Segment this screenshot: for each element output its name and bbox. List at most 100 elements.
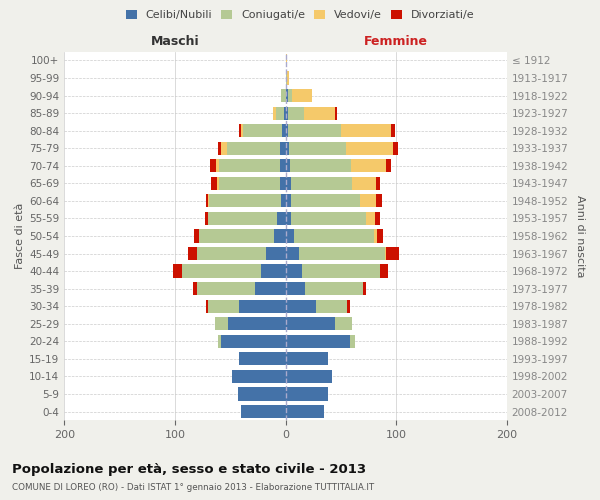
Bar [292,89,312,102]
Bar [227,142,280,155]
Bar [302,264,380,278]
Bar [335,106,337,120]
Bar [280,142,286,155]
Bar [287,72,289,85]
Bar [281,89,286,102]
Bar [286,106,288,120]
Bar [238,388,286,400]
Bar [239,124,241,137]
Bar [299,247,385,260]
Bar [291,212,366,225]
Bar [282,124,286,137]
Bar [376,176,380,190]
Bar [182,264,261,278]
Bar [286,247,299,260]
Bar [208,194,209,207]
Bar [239,300,286,313]
Bar [385,247,386,260]
Bar [286,176,291,190]
Bar [286,142,289,155]
Bar [286,370,332,383]
Bar [291,176,352,190]
Text: COMUNE DI LOREO (RO) - Dati ISTAT 1° gennaio 2013 - Elaborazione TUTTITALIA.IT: COMUNE DI LOREO (RO) - Dati ISTAT 1° gen… [12,484,374,492]
Bar [286,54,287,67]
Bar [393,142,398,155]
Bar [290,159,351,172]
Bar [305,282,363,295]
Bar [286,317,335,330]
Y-axis label: Fasce di età: Fasce di età [15,203,25,269]
Bar [219,159,280,172]
Bar [205,212,208,225]
Bar [366,212,375,225]
Text: Femmine: Femmine [364,35,428,48]
Bar [197,247,266,260]
Bar [210,159,216,172]
Bar [286,230,295,242]
Bar [316,300,347,313]
Bar [228,317,286,330]
Bar [277,212,286,225]
Bar [341,124,391,137]
Bar [288,106,304,120]
Bar [295,230,374,242]
Bar [284,106,286,120]
Bar [286,282,305,295]
Bar [239,352,286,366]
Bar [352,176,376,190]
Bar [244,124,282,137]
Bar [286,264,302,278]
Bar [286,405,324,418]
Bar [286,334,350,348]
Bar [286,300,316,313]
Bar [291,194,359,207]
Bar [286,89,288,102]
Bar [208,212,277,225]
Bar [288,124,341,137]
Bar [221,142,227,155]
Y-axis label: Anni di nascita: Anni di nascita [575,194,585,277]
Bar [254,282,286,295]
Bar [286,352,328,366]
Bar [274,230,286,242]
Bar [286,388,328,400]
Bar [241,405,286,418]
Bar [335,317,352,330]
Bar [386,247,400,260]
Bar [374,230,377,242]
Bar [375,212,380,225]
Bar [209,194,281,207]
Bar [380,264,388,278]
Bar [274,106,275,120]
Bar [216,159,219,172]
Bar [232,370,286,383]
Text: Maschi: Maschi [151,35,199,48]
Bar [286,194,291,207]
Bar [286,159,290,172]
Bar [211,176,217,190]
Bar [199,230,274,242]
Bar [194,230,199,242]
Bar [280,159,286,172]
Bar [261,264,286,278]
Bar [376,194,382,207]
Bar [218,142,221,155]
Bar [218,334,221,348]
Bar [266,247,286,260]
Bar [275,106,284,120]
Bar [386,159,391,172]
Bar [280,176,286,190]
Bar [350,334,355,348]
Bar [304,106,335,120]
Bar [241,124,244,137]
Bar [221,334,286,348]
Bar [363,282,366,295]
Bar [188,247,197,260]
Bar [286,72,287,85]
Bar [286,124,288,137]
Bar [351,159,386,172]
Bar [288,89,292,102]
Bar [217,176,219,190]
Bar [346,142,393,155]
Bar [391,124,395,137]
